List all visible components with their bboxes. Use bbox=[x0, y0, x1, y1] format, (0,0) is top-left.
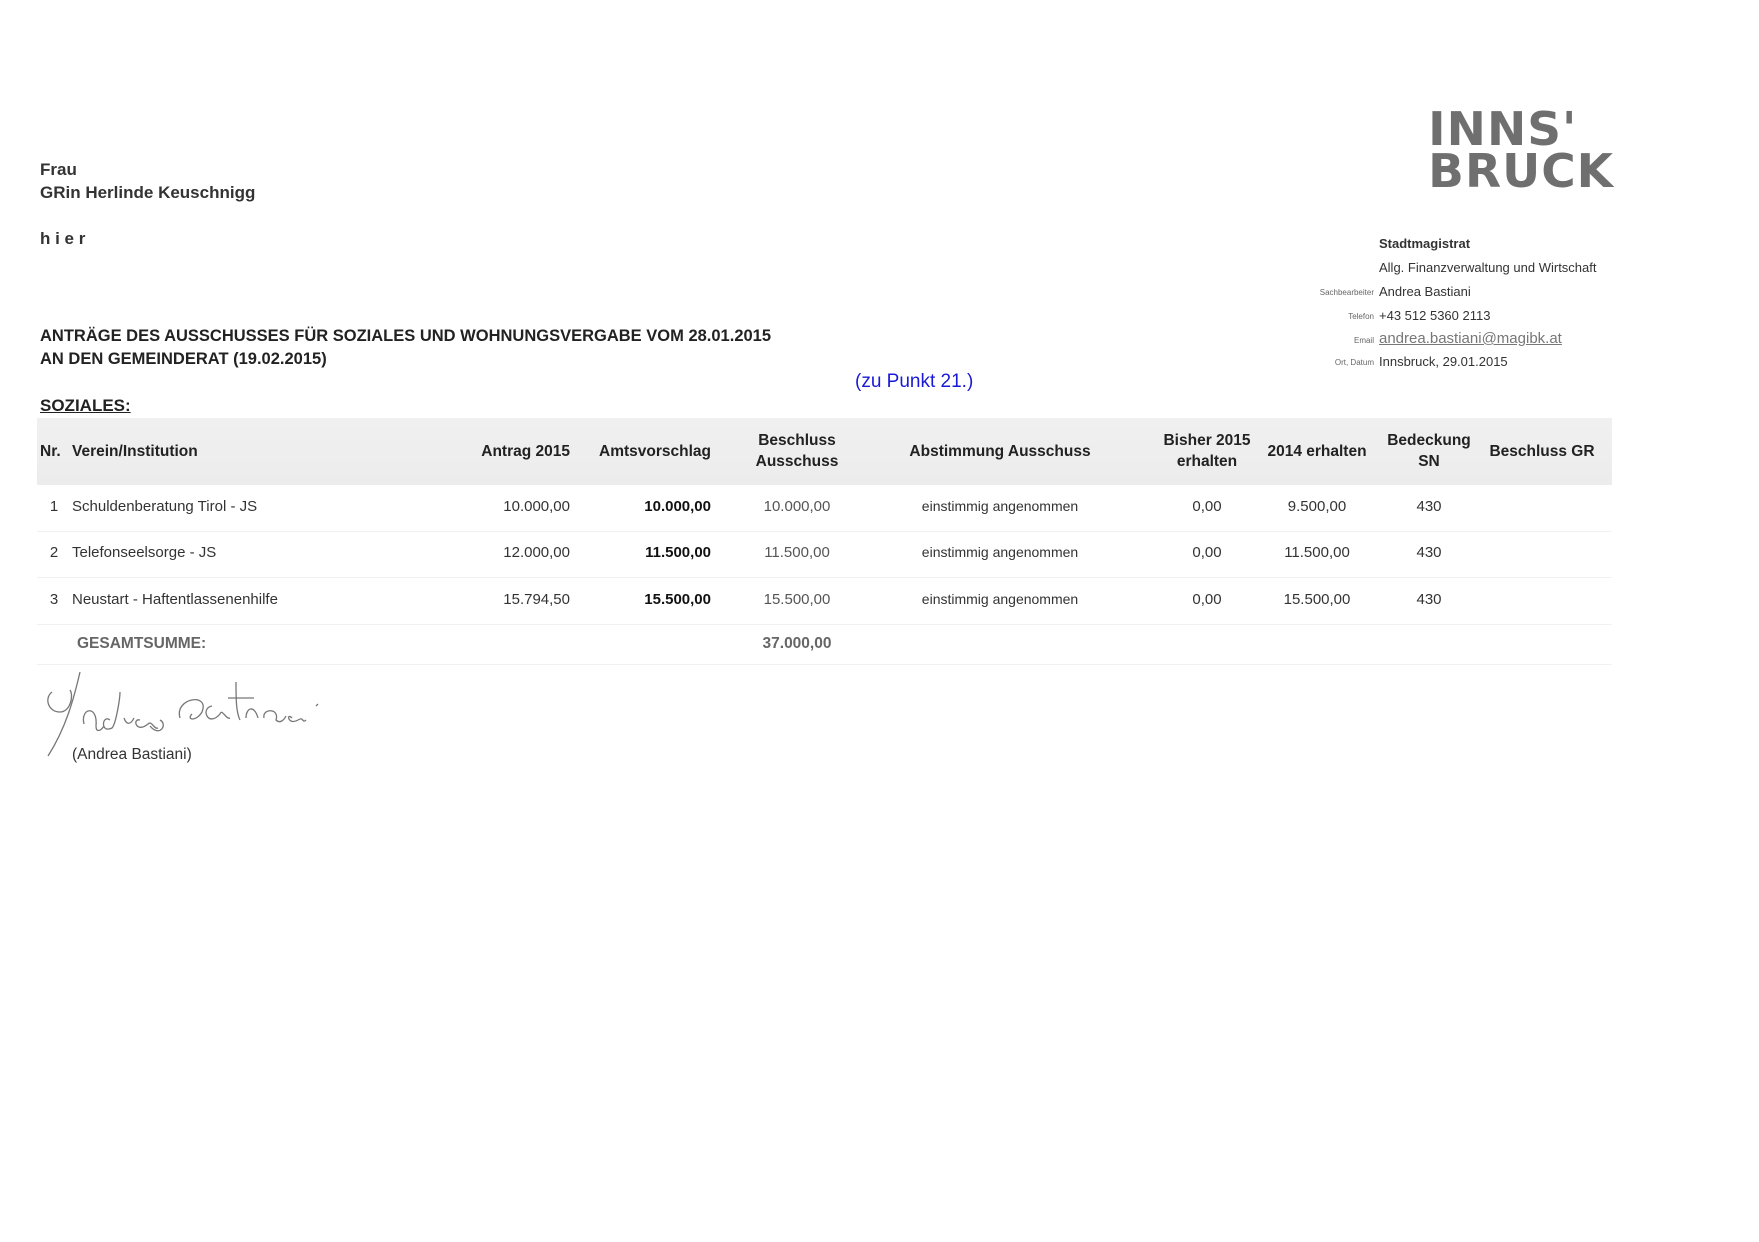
cell-amts: 11.500,00 bbox=[645, 544, 711, 561]
signature-printed-name: (Andrea Bastiani) bbox=[72, 746, 192, 763]
header-bedeckung: Bedeckung SN bbox=[1374, 430, 1484, 472]
table-header-band bbox=[37, 418, 1612, 485]
innsbruck-logo: INNS' BRUCK bbox=[1428, 102, 1615, 198]
sender-phone: +43 512 5360 2113 bbox=[1379, 308, 1491, 323]
phone-label: Telefon bbox=[1348, 312, 1374, 321]
cell-abstimmung: einstimmig angenommen bbox=[921, 544, 1079, 560]
header-amtsvorschlag: Amtsvorschlag bbox=[599, 443, 711, 460]
cell-bisher: 0,00 bbox=[1192, 498, 1222, 515]
cell-verein: Schuldenberatung Tirol - JS bbox=[72, 498, 258, 515]
cell-erhalten2014: 9.500,00 bbox=[1287, 498, 1347, 515]
sender-department: Allg. Finanzverwaltung und Wirtschaft bbox=[1379, 260, 1597, 275]
cell-beschluss: 15.500,00 bbox=[763, 591, 831, 608]
header-2014-erhalten: 2014 erhalten bbox=[1267, 443, 1367, 460]
header-bisher-line2: erhalten bbox=[1176, 453, 1238, 470]
cell-bisher: 0,00 bbox=[1192, 591, 1222, 608]
header-bisher-line1: Bisher 2015 bbox=[1163, 432, 1251, 449]
cell-antrag: 12.000,00 bbox=[503, 544, 570, 561]
recipient-salutation: Frau bbox=[40, 160, 77, 179]
header-verein: Verein/Institution bbox=[72, 443, 198, 460]
row-divider bbox=[37, 577, 1612, 578]
sender-place-date: Innsbruck, 29.01.2015 bbox=[1379, 354, 1508, 369]
header-beschluss-line2: Ausschuss bbox=[755, 453, 839, 470]
cell-verein: Neustart - Haftentlassenenhilfe bbox=[72, 591, 278, 608]
sender-email-link[interactable]: andrea.bastiani@magibk.at bbox=[1379, 330, 1562, 347]
cell-bisher: 0,00 bbox=[1192, 544, 1222, 561]
sender-clerk: Andrea Bastiani bbox=[1379, 284, 1471, 299]
cell-beschluss: 10.000,00 bbox=[763, 498, 831, 515]
email-label: Email bbox=[1353, 336, 1374, 345]
header-bedeckung-line1: Bedeckung bbox=[1387, 432, 1471, 449]
total-label: GESAMTSUMME: bbox=[77, 635, 207, 652]
section-heading: SOZIALES: bbox=[40, 396, 131, 415]
clerk-label: Sachbearbeiter bbox=[1319, 288, 1374, 297]
agenda-note: (zu Punkt 21.) bbox=[855, 371, 974, 392]
cell-erhalten2014: 11.500,00 bbox=[1284, 544, 1350, 561]
header-bedeckung-line2: SN bbox=[1418, 453, 1440, 470]
header-beschluss-ausschuss: Beschluss Ausschuss bbox=[737, 430, 857, 472]
header-abstimmung: Abstimmung Ausschuss bbox=[909, 443, 1091, 460]
row-divider bbox=[37, 624, 1612, 625]
document-title-line1: ANTRÄGE DES AUSSCHUSSES FÜR SOZIALES UND… bbox=[40, 327, 772, 345]
header-bisher: Bisher 2015 erhalten bbox=[1152, 430, 1262, 472]
cell-antrag: 10.000,00 bbox=[503, 498, 570, 515]
cell-erhalten2014: 15.500,00 bbox=[1283, 591, 1351, 608]
cell-amts: 15.500,00 bbox=[644, 591, 711, 608]
header-antrag: Antrag 2015 bbox=[481, 443, 570, 460]
cell-beschluss: 11.500,00 bbox=[764, 544, 830, 561]
logo-line2: BRUCK bbox=[1428, 144, 1615, 198]
recipient-location: h i e r bbox=[40, 229, 86, 248]
cell-bedeckung: 430 bbox=[1416, 591, 1442, 608]
place-date-label: Ort, Datum bbox=[1334, 358, 1374, 367]
header-beschluss-gr: Beschluss GR bbox=[1489, 443, 1595, 460]
cell-abstimmung: einstimmig angenommen bbox=[921, 498, 1079, 514]
row-divider bbox=[37, 531, 1612, 532]
cell-nr: 1 bbox=[49, 498, 59, 515]
recipient-name: GRin Herlinde Keuschnigg bbox=[40, 183, 256, 202]
cell-antrag: 15.794,50 bbox=[503, 591, 570, 608]
header-nr: Nr. bbox=[40, 443, 61, 460]
header-beschluss-line1: Beschluss bbox=[758, 432, 836, 449]
sender-office: Stadtmagistrat bbox=[1379, 236, 1471, 251]
cell-nr: 2 bbox=[49, 544, 59, 561]
cell-bedeckung: 430 bbox=[1416, 498, 1442, 515]
handwritten-signature bbox=[47, 671, 319, 757]
cell-nr: 3 bbox=[49, 591, 59, 608]
row-divider bbox=[37, 664, 1612, 665]
total-value: 37.000,00 bbox=[762, 635, 832, 652]
cell-abstimmung: einstimmig angenommen bbox=[921, 591, 1079, 607]
logo-line1: INNS' bbox=[1428, 102, 1578, 156]
cell-bedeckung: 430 bbox=[1416, 544, 1442, 561]
cell-verein: Telefonseelsorge - JS bbox=[72, 544, 217, 561]
cell-amts: 10.000,00 bbox=[644, 498, 711, 515]
document-title-line2: AN DEN GEMEINDERAT (19.02.2015) bbox=[40, 350, 327, 368]
